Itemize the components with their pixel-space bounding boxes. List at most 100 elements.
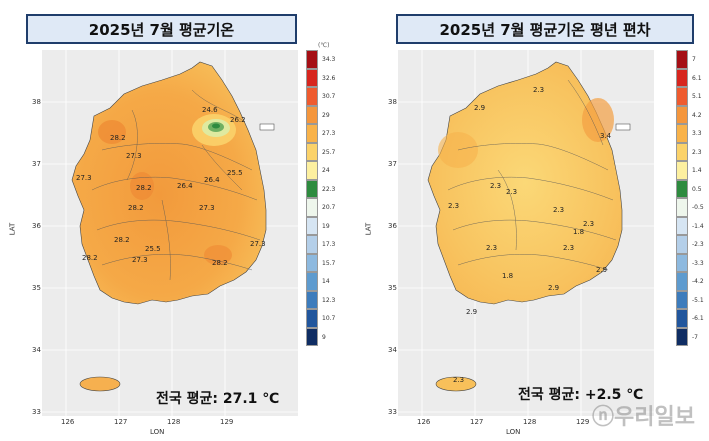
legend-label: -0.5 (692, 204, 704, 211)
right-national-average: 전국 평균: +2.5 ℃ (518, 387, 644, 403)
left-lat-axis-title: LAT (8, 222, 17, 236)
svg-text:26.2: 26.2 (230, 116, 246, 124)
left-map-title: 2025년 7월 평균기온 (26, 14, 297, 44)
legend-label: 3.3 (692, 130, 702, 137)
right-lon-tick: 129 (576, 418, 590, 426)
svg-text:2.9: 2.9 (548, 284, 559, 292)
legend-label: 9 (322, 333, 326, 341)
legend-swatch (306, 253, 318, 272)
legend-swatch (676, 235, 688, 254)
legend-label: 20.7 (322, 204, 336, 211)
legend-swatch (676, 327, 688, 346)
legend-label: 24 (322, 167, 330, 174)
legend-label: 2.3 (692, 148, 702, 156)
svg-text:26.4: 26.4 (204, 176, 220, 184)
svg-text:26.4: 26.4 (177, 182, 193, 190)
legend-swatch (306, 235, 318, 254)
legend-label: 15.7 (322, 259, 336, 267)
svg-text:2.3: 2.3 (486, 244, 497, 252)
svg-text:2.3: 2.3 (448, 202, 459, 210)
legend-swatch (306, 198, 318, 217)
right-contour-labels: 2.9 2.3 2.3 2.3 2.3 2.3 2.3 1.8 2.3 2.3 … (448, 86, 612, 384)
legend-label: 6.1 (692, 74, 702, 82)
legend-label: 22.3 (322, 185, 336, 193)
legend-swatch (306, 105, 318, 124)
right-lon-axis-title: LON (506, 428, 521, 436)
legend-label: 7 (692, 56, 696, 63)
legend-swatch (676, 198, 688, 217)
svg-text:2.3: 2.3 (506, 188, 517, 196)
right-lat-tick: 33 (388, 408, 397, 416)
legend-swatch (306, 124, 318, 143)
left-jeju-island (79, 376, 121, 392)
legend-swatch (306, 68, 318, 87)
right-lat-tick: 35 (388, 284, 397, 292)
legend-label: -2.3 (692, 241, 704, 248)
legend-label: 30.7 (322, 93, 336, 100)
left-color-legend (306, 50, 318, 346)
left-lat-tick: 33 (32, 408, 41, 416)
svg-text:28.2: 28.2 (212, 259, 228, 267)
left-lon-tick: 129 (220, 418, 234, 426)
left-korea-mainland (71, 61, 267, 305)
legend-label: 29 (322, 111, 330, 119)
left-map-plot: 28.2 27.3 27.3 26.4 24.6 26.2 25.5 28.2 … (42, 50, 298, 416)
right-lon-tick: 127 (470, 418, 484, 426)
legend-label: 14 (322, 278, 330, 285)
left-lat-tick: 37 (32, 160, 41, 168)
svg-text:27.3: 27.3 (250, 240, 266, 248)
legend-swatch (676, 142, 688, 161)
left-lat-tick: 36 (32, 222, 41, 230)
svg-text:2.3: 2.3 (563, 244, 574, 252)
legend-swatch (306, 87, 318, 106)
svg-text:27.3: 27.3 (199, 204, 215, 212)
right-map-title: 2025년 7월 평균기온 평년 편차 (396, 14, 694, 44)
legend-swatch (676, 290, 688, 309)
legend-label: 10.7 (322, 315, 336, 322)
left-temperature-map: 28.2 27.3 27.3 26.4 24.6 26.2 25.5 28.2 … (42, 50, 298, 416)
svg-text:2.9: 2.9 (596, 266, 607, 274)
left-contour-labels: 28.2 27.3 27.3 26.4 24.6 26.2 25.5 28.2 … (76, 106, 266, 267)
legend-label: -6.1 (692, 315, 704, 322)
legend-label: -1.4 (692, 222, 704, 230)
legend-swatch (676, 216, 688, 235)
svg-text:28.2: 28.2 (128, 204, 144, 212)
left-lat-tick: 38 (32, 98, 41, 106)
left-lat-tick: 35 (32, 284, 41, 292)
svg-text:3.4: 3.4 (600, 132, 612, 140)
svg-text:25.5: 25.5 (227, 169, 243, 177)
svg-text:24.6: 24.6 (202, 106, 218, 114)
legend-label: -3.3 (692, 259, 704, 267)
legend-swatch (676, 161, 688, 180)
legend-swatch (306, 290, 318, 309)
svg-text:28.2: 28.2 (136, 184, 152, 192)
legend-swatch (306, 142, 318, 161)
legend-label: 19 (322, 222, 330, 230)
legend-label: -4.2 (692, 278, 704, 285)
right-lat-tick: 37 (388, 160, 397, 168)
right-map-plot: 2.9 2.3 2.3 2.3 2.3 2.3 2.3 1.8 2.3 2.3 … (398, 50, 654, 416)
right-lat-tick: 36 (388, 222, 397, 230)
svg-text:2.3: 2.3 (453, 376, 464, 384)
svg-text:1.8: 1.8 (573, 228, 584, 236)
svg-text:2.3: 2.3 (553, 206, 564, 214)
legend-label: 27.3 (322, 130, 336, 137)
svg-text:1.8: 1.8 (502, 272, 513, 280)
legend-swatch (676, 105, 688, 124)
svg-text:2.9: 2.9 (466, 308, 477, 316)
legend-swatch (676, 272, 688, 291)
right-lon-tick: 128 (523, 418, 537, 426)
left-lon-axis-title: LON (150, 428, 165, 436)
right-anomaly-map: 2.9 2.3 2.3 2.3 2.3 2.3 2.3 1.8 2.3 2.3 … (398, 50, 654, 416)
legend-swatch (676, 309, 688, 328)
right-jeju-island (435, 376, 477, 392)
legend-label: -7 (692, 333, 698, 341)
svg-text:28.2: 28.2 (82, 254, 98, 262)
svg-text:27.3: 27.3 (132, 256, 148, 264)
legend-swatch (676, 50, 688, 69)
left-lon-tick: 128 (167, 418, 181, 426)
right-korea-mainland (427, 61, 623, 305)
legend-swatch (306, 309, 318, 328)
svg-text:27.3: 27.3 (126, 152, 142, 160)
legend-label: 34.3 (322, 56, 336, 63)
